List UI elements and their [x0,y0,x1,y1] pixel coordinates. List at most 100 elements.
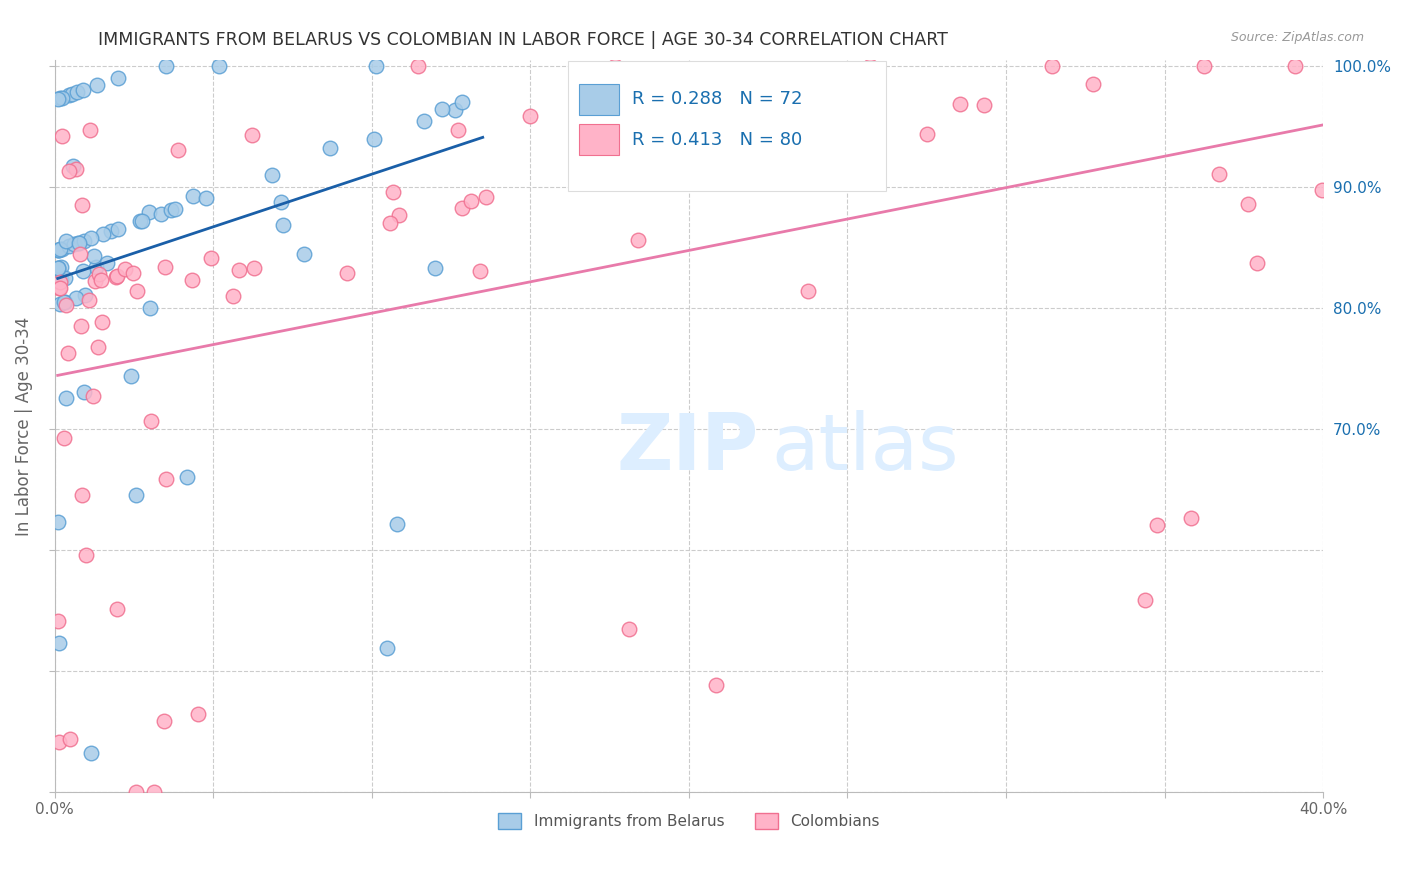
Point [208,59,231,73]
Point [141,414,163,428]
Point [240,128,263,142]
Text: R = 0.413   N = 80: R = 0.413 N = 80 [631,131,801,149]
Point [91,227,114,241]
Text: ZIP: ZIP [616,410,759,486]
Point [432,102,454,116]
Point [49,242,72,256]
Point [72,197,94,211]
Point [73,234,96,248]
Point [49,260,72,274]
Point [129,214,152,228]
Point [72,264,94,278]
Point [62,159,84,173]
Point [163,202,186,216]
Point [100,224,122,238]
Point [693,153,716,168]
Point [49,272,72,286]
Point [260,168,283,182]
Point [59,732,82,747]
Legend: Immigrants from Belarus, Colombians: Immigrants from Belarus, Colombians [492,807,886,836]
Point [125,785,148,799]
Point [388,208,411,222]
Point [166,143,188,157]
Y-axis label: In Labor Force | Age 30-34: In Labor Force | Age 30-34 [15,317,32,535]
Point [125,284,148,298]
FancyBboxPatch shape [568,61,886,191]
Point [378,216,401,230]
Point [58,87,80,102]
Point [1040,59,1063,73]
Point [52,431,75,445]
Point [1083,77,1105,91]
Text: R = 0.288   N = 72: R = 0.288 N = 72 [631,90,803,109]
Point [48,636,70,650]
Point [180,273,202,287]
Point [84,260,107,274]
Point [917,128,939,142]
Point [90,272,112,286]
Point [519,109,541,123]
Point [58,164,80,178]
Point [58,239,80,253]
Point [46,261,69,276]
Point [84,274,107,288]
Point [87,340,110,354]
Point [1208,167,1230,181]
Point [69,318,91,333]
Point [65,291,87,305]
Point [131,213,153,227]
Point [49,91,72,105]
Point [65,162,87,177]
Point [1236,197,1258,211]
Point [51,129,73,144]
Point [375,641,398,656]
Point [200,251,222,265]
Point [105,269,128,284]
Point [468,264,491,278]
Point [143,785,166,799]
Point [704,677,727,691]
Point [51,242,73,256]
Point [319,141,342,155]
Point [70,488,93,502]
Point [46,243,69,257]
Point [1180,511,1202,525]
Point [948,97,970,112]
Point [1146,517,1168,532]
Point [67,235,90,250]
Point [91,315,114,329]
Point [153,260,176,274]
Point [336,266,359,280]
Point [363,131,385,145]
Point [105,269,128,284]
Text: IMMIGRANTS FROM BELARUS VS COLOMBIAN IN LABOR FORCE | AGE 30-34 CORRELATION CHAR: IMMIGRANTS FROM BELARUS VS COLOMBIAN IN … [98,31,948,49]
Point [460,194,482,208]
Point [55,270,77,285]
Point [155,59,177,73]
Point [82,389,104,403]
Point [194,191,217,205]
Point [75,548,97,562]
Point [364,59,387,73]
Point [46,516,69,530]
Point [718,148,741,162]
Point [627,233,650,247]
Point [125,488,148,502]
Point [107,222,129,236]
Point [797,284,820,298]
Point [55,294,77,309]
Point [221,289,243,303]
Point [973,98,995,112]
Point [155,471,177,485]
Point [1133,592,1156,607]
Point [62,87,84,101]
Point [243,260,266,275]
Point [443,103,465,118]
Point [292,247,315,261]
Point [1246,256,1268,270]
Point [160,203,183,218]
Point [588,174,610,188]
Point [387,516,409,531]
Point [63,237,86,252]
Point [617,622,640,636]
